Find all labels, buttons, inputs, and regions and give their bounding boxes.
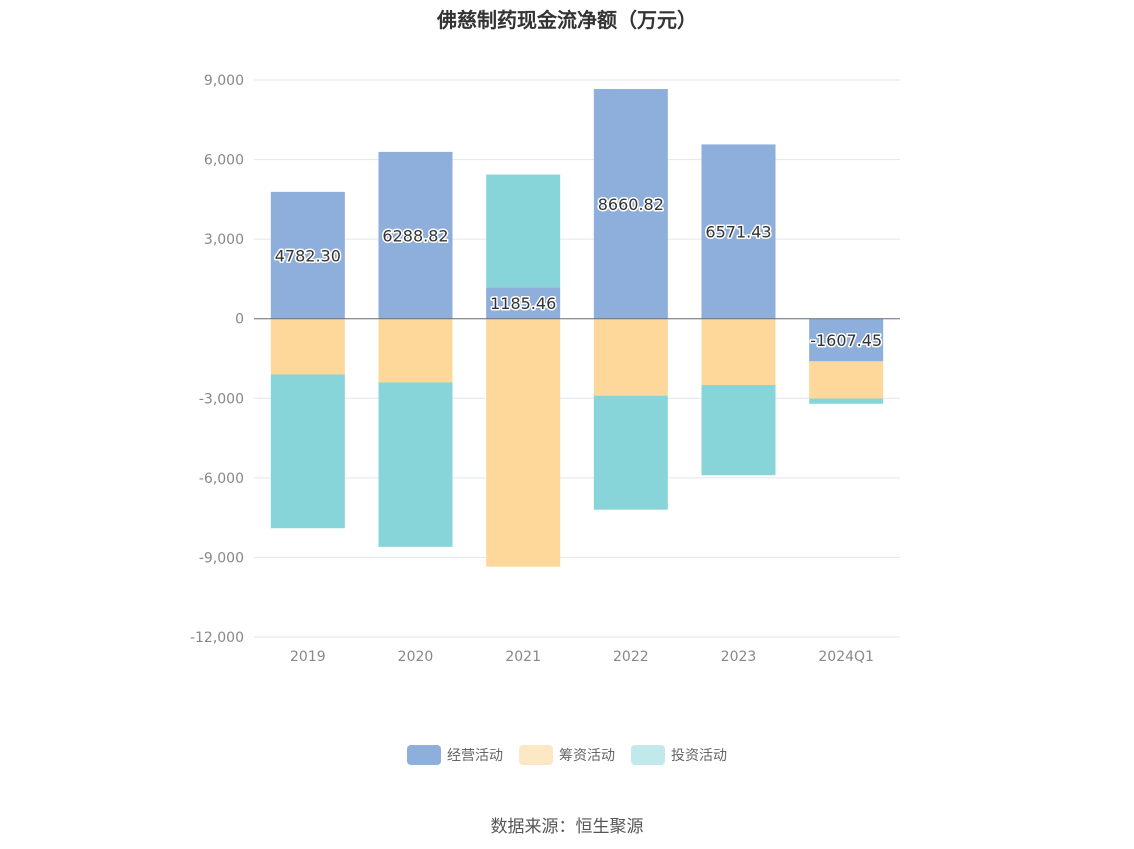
x-tick-label: 2020: [398, 649, 434, 665]
y-tick-label: 0: [235, 312, 244, 328]
legend-item[interactable]: 经营活动: [407, 745, 503, 765]
bar-0-4: [701, 144, 776, 319]
y-tick-label: 3,000: [204, 232, 244, 248]
bar-2-4: [701, 385, 776, 476]
x-tick-label: 2021: [505, 649, 541, 665]
y-tick-label: -6,000: [199, 471, 244, 487]
bar-0-0: [270, 191, 345, 319]
bar-0-5: [809, 318, 884, 362]
data-label: 8660.82: [598, 195, 664, 214]
x-tick-label: 2024Q1: [818, 649, 874, 665]
legend-label: 投资活动: [671, 748, 727, 764]
y-tick-label: -9,000: [199, 550, 244, 566]
bar-1-5: [809, 361, 884, 399]
data-label: 6288.82: [382, 226, 448, 245]
data-label: 1185.46: [490, 294, 556, 313]
bar-1-3: [593, 318, 668, 396]
bar-2-1: [378, 382, 453, 547]
y-tick-label: -3,000: [199, 391, 244, 407]
legend-swatch: [519, 745, 553, 765]
bar-1-1: [378, 318, 453, 383]
bar-2-5: [809, 398, 884, 404]
data-label: 6571.43: [705, 223, 771, 242]
bar-2-0: [270, 374, 345, 529]
x-tick-label: 2019: [290, 649, 326, 665]
legend-item[interactable]: 投资活动: [631, 745, 727, 765]
bar-2-3: [593, 395, 668, 510]
bar-0-2: [486, 287, 561, 319]
y-tick-label: -12,000: [190, 630, 244, 646]
legend-label: 经营活动: [447, 748, 503, 764]
data-label: 4782.30: [275, 246, 341, 265]
legend-item[interactable]: 筹资活动: [519, 745, 615, 765]
legend-swatch: [407, 745, 441, 765]
chart-plot: 9,000 6,000 3,000 0 -3,000 -6,000 -9,000 -12,00…: [190, 73, 900, 665]
bar-1-0: [270, 318, 345, 375]
legend-swatch: [631, 745, 665, 765]
bar-2-2: [486, 174, 561, 288]
legend-label: 筹资活动: [559, 748, 615, 764]
source-note: 数据来源：恒生聚源: [490, 817, 644, 837]
y-tick-label: 9,000: [204, 73, 244, 89]
bar-1-2: [486, 318, 561, 567]
bar-1-4: [701, 318, 776, 386]
data-label: -1607.45: [810, 331, 882, 350]
x-tick-label: 2023: [721, 649, 757, 665]
bar-0-1: [378, 151, 453, 319]
chart-title: 佛慈制药现金流净额（万元）: [437, 8, 697, 32]
x-tick-label: 2022: [613, 649, 649, 665]
y-tick-label: 6,000: [204, 153, 244, 169]
bar-0-3: [593, 88, 668, 319]
legend: 经营活动 筹资活动 投资活动: [0, 745, 1134, 765]
